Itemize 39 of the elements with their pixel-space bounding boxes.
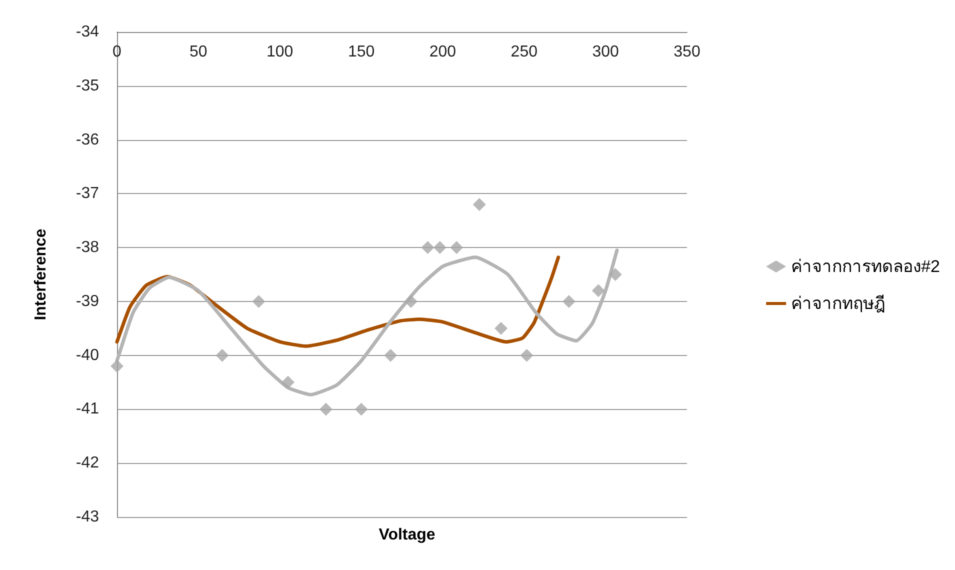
point xyxy=(562,294,576,308)
x-tick-label: 250 xyxy=(510,44,538,60)
x-tick-label: 100 xyxy=(266,44,294,60)
point xyxy=(319,402,332,416)
x-tick-label: 350 xyxy=(674,44,700,60)
y-tick-label: -39 xyxy=(76,292,100,310)
y-tick-label: -34 xyxy=(76,24,100,40)
legend-label: ค่าจากการทดลอง#2 xyxy=(791,257,940,276)
y-tick-label: -42 xyxy=(76,454,100,472)
y-tick-label: -36 xyxy=(76,131,100,148)
point xyxy=(608,268,622,281)
y-tick-label: -38 xyxy=(76,239,100,256)
y-tick-label: -35 xyxy=(76,77,100,94)
point xyxy=(472,198,486,211)
point xyxy=(384,348,398,362)
x-tick-label: 200 xyxy=(429,44,456,60)
y-tick-label: -43 xyxy=(76,508,100,526)
point xyxy=(282,376,294,389)
x-tick-label: 300 xyxy=(592,44,620,60)
y-tick-label: -41 xyxy=(76,400,100,418)
point xyxy=(592,284,605,298)
x-axis-title: Voltage xyxy=(378,526,436,544)
point xyxy=(520,348,534,362)
y-axis-title: Interference xyxy=(32,228,50,320)
x-tick-label: 150 xyxy=(348,44,375,60)
point xyxy=(450,241,464,254)
point xyxy=(110,360,124,373)
point xyxy=(252,294,266,308)
legend-label: ค่าจากทฤษฎี xyxy=(791,294,886,313)
x-tick-label: 0 xyxy=(112,44,122,60)
point xyxy=(494,322,508,335)
point xyxy=(354,402,368,416)
point xyxy=(421,241,434,254)
y-tick-label: -37 xyxy=(76,185,100,202)
point xyxy=(404,294,418,308)
y-tick-label: -40 xyxy=(76,346,100,364)
point xyxy=(433,241,446,254)
x-tick-label: 50 xyxy=(190,44,208,60)
point xyxy=(216,348,229,362)
